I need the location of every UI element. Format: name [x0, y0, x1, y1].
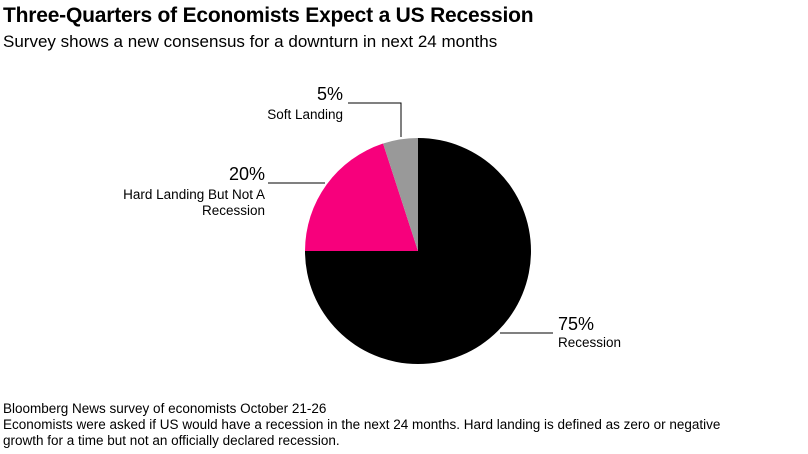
data-label-hard-landing-but-not-a-recession: 20% — [229, 164, 265, 184]
data-label-soft-landing: 5% — [317, 84, 343, 104]
slice-label-soft-landing: Soft Landing — [267, 107, 343, 122]
pie-slice-hard-landing-but-not-a-recession — [305, 143, 418, 251]
slice-label-recession: Recession — [558, 335, 621, 350]
pie-slice-soft-landing — [383, 138, 418, 251]
methodology-note-line-2: growth for a time but not an officially … — [3, 433, 340, 448]
chart-subtitle: Survey shows a new consensus for a downt… — [3, 32, 498, 51]
methodology-note-line-1: Economists were asked if US would have a… — [3, 417, 721, 432]
leader-line-soft-landing — [348, 102, 402, 137]
chart-footer: Bloomberg News survey of economists Octo… — [3, 401, 808, 449]
source-note: Bloomberg News survey of economists Octo… — [3, 401, 327, 416]
pie-chart: 75%Recession 20% Hard Landing But Not A Rec… — [123, 84, 621, 364]
chart-title: Three-Quarters of Economists Expect a US… — [3, 4, 534, 27]
slice-label-hard-landing-but-not-a-recession: Hard Landing But Not A Recession — [123, 187, 265, 218]
data-label-recession: 75% — [558, 314, 594, 334]
